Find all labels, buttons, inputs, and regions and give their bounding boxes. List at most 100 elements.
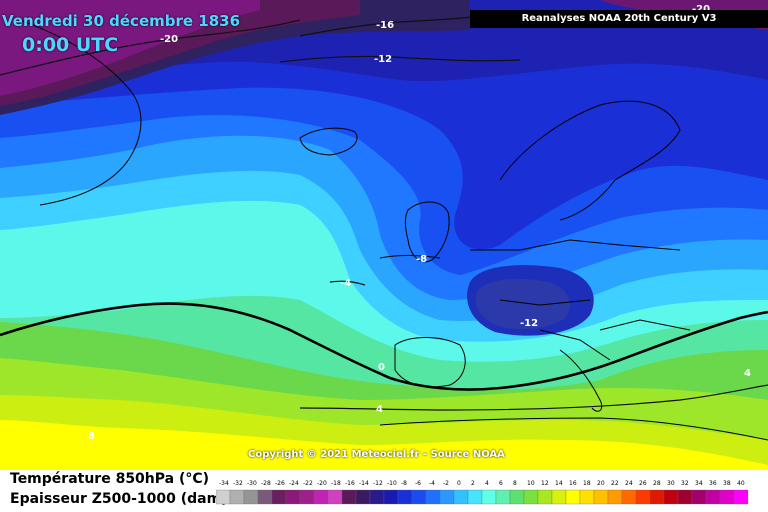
scale-swatch [663, 489, 679, 505]
scandinavia-coast [499, 100, 681, 221]
contour-4 [299, 384, 768, 411]
scale-swatch [229, 489, 245, 505]
scale-tick-label: -30 [247, 480, 257, 487]
scale-tick-label: -4 [429, 480, 435, 487]
scale-swatch [397, 489, 413, 505]
label-four-center: 4 [376, 404, 383, 415]
scale-swatch [607, 489, 623, 505]
scale-swatch [565, 489, 581, 505]
legend-thickness-label: Epaisseur Z500-1000 (dam) [10, 491, 228, 507]
scale-tick-label: -8 [401, 480, 407, 487]
scale-swatch [425, 489, 441, 505]
scale-tick-label: -2 [443, 480, 449, 487]
coastlines [19, 19, 768, 441]
scale-tick-label: 38 [723, 480, 731, 487]
greenland-coast [19, 19, 142, 206]
scale-tick-label: 10 [527, 480, 535, 487]
scale-tick-label: 14 [555, 480, 563, 487]
color-scale: -34 -32 -30 -28 -26 -24 -22 -20 -18 -16 -14 -12 -10-… [216, 480, 749, 505]
scale-tick-label: 12 [541, 480, 549, 487]
scale-tick-label: -22 [303, 480, 313, 487]
map-date-title: Vendredi 30 décembre 1836 [2, 12, 241, 30]
contour-zero-thick [0, 302, 768, 391]
scale-swatch [243, 489, 259, 505]
scale-swatch [285, 489, 301, 505]
label-minus4: -4 [340, 278, 351, 289]
label-minus16: -16 [376, 20, 394, 31]
map-time: 0:00 UTC [22, 34, 119, 56]
italy-coast [559, 349, 603, 412]
british-isles-coast [404, 201, 450, 263]
scale-swatch [481, 489, 497, 505]
scale-swatch [705, 489, 721, 505]
label-minus20-left: -20 [160, 34, 178, 45]
scale-swatch [677, 489, 693, 505]
contour-minus20 [0, 19, 301, 76]
scale-tick-label: -26 [275, 480, 285, 487]
scale-tick-label: -24 [289, 480, 299, 487]
scale-tick-label: -12 [373, 480, 383, 487]
scale-swatch [635, 489, 651, 505]
scale-swatch [551, 489, 567, 505]
scale-tick-label: 16 [569, 480, 577, 487]
iceland-coast [299, 127, 358, 156]
scale-swatch [313, 489, 329, 505]
scale-tick-label: 40 [737, 480, 745, 487]
scale-tick-label: -18 [331, 480, 341, 487]
scale-swatch [383, 489, 399, 505]
scale-tick-label: -10 [387, 480, 397, 487]
scale-tick-label: 28 [653, 480, 661, 487]
scale-swatch [537, 489, 553, 505]
data-source-banner: Reanalyses NOAA 20th Century V3 [470, 10, 768, 28]
band-purple [0, 0, 260, 96]
scale-tick-label: -32 [233, 480, 243, 487]
scale-tick-label: 34 [695, 480, 703, 487]
label-zero: 0 [378, 362, 385, 373]
scale-tick-label: -6 [415, 480, 421, 487]
scale-swatch [691, 489, 707, 505]
temperature-map: -20 -20 -16 -12 -8 -4 -12 0 4 4 8 [0, 0, 768, 470]
label-four-east: 4 [744, 368, 751, 379]
scale-swatch [719, 489, 735, 505]
scale-swatch [621, 489, 637, 505]
scale-tick-label: 36 [709, 480, 717, 487]
scale-swatch [299, 489, 315, 505]
scale-swatch [327, 489, 343, 505]
scale-tick-label: 0 [457, 480, 461, 487]
scale-swatch [733, 489, 749, 505]
scale-tick-label: 24 [625, 480, 633, 487]
scale-tick-label: 8 [513, 480, 517, 487]
legend-variable-label: Température 850hPa (°C) [10, 471, 210, 487]
scale-swatch [216, 489, 231, 505]
north-africa-coast [379, 417, 768, 441]
scale-tick-label: 26 [639, 480, 647, 487]
europe-borders [470, 239, 691, 361]
label-minus12-north: -12 [374, 54, 392, 65]
copyright-notice: Copyright © 2021 Meteociel.fr - Source N… [248, 449, 505, 460]
scale-tick-label: -14 [359, 480, 369, 487]
scale-tick-label: 22 [611, 480, 619, 487]
scale-swatch [439, 489, 455, 505]
scale-swatch [257, 489, 273, 505]
scale-tick-label: 20 [597, 480, 605, 487]
scale-tick-label: 30 [667, 480, 675, 487]
label-eight: 8 [88, 431, 95, 442]
scale-swatch [411, 489, 427, 505]
scale-swatch [453, 489, 469, 505]
label-minus8: -8 [416, 254, 427, 265]
scale-swatch [509, 489, 525, 505]
cold-core-france [475, 278, 570, 330]
scale-tick-label: -28 [261, 480, 271, 487]
scale-tick-label: -34 [219, 480, 229, 487]
scale-swatch [523, 489, 539, 505]
scale-swatch [593, 489, 609, 505]
label-minus12-france: -12 [520, 318, 538, 329]
scale-swatch [495, 489, 511, 505]
scale-swatch [341, 489, 357, 505]
label-minus20-right: -20 [692, 4, 710, 15]
scale-swatch [355, 489, 371, 505]
scale-swatch [467, 489, 483, 505]
scale-swatch [649, 489, 665, 505]
scale-swatch [271, 489, 287, 505]
scale-swatch [579, 489, 595, 505]
